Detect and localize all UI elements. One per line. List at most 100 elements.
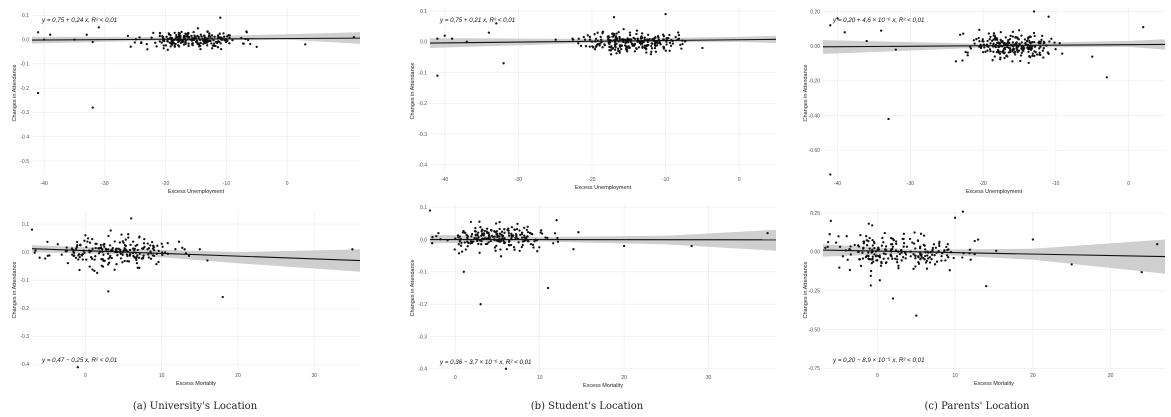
data-point <box>486 242 489 246</box>
data-point <box>127 233 130 236</box>
data-point <box>1004 36 1007 39</box>
data-point <box>889 248 893 252</box>
data-point <box>1038 47 1041 50</box>
data-point <box>913 231 916 234</box>
data-point <box>181 246 184 249</box>
data-point <box>846 258 849 261</box>
data-point <box>495 230 498 233</box>
data-point <box>918 246 922 250</box>
data-point <box>163 39 166 43</box>
data-point <box>681 42 684 46</box>
data-point <box>633 37 637 41</box>
data-point <box>996 48 1000 52</box>
data-point <box>981 38 984 41</box>
data-point <box>616 38 619 42</box>
x-tick-label: 0 <box>1127 181 1130 187</box>
data-point <box>843 31 846 34</box>
data-point <box>109 229 112 232</box>
data-point <box>654 50 658 53</box>
y-tick-label: 0.20 <box>810 9 820 15</box>
data-point <box>514 236 517 240</box>
data-point <box>204 39 208 42</box>
data-point <box>74 256 78 259</box>
data-point <box>456 234 460 237</box>
chart-b-bottom: 0 10 20 30 0.1 0.0 -0.1 -0.2 -0.3 -0.4 Excess Mort… <box>402 198 780 392</box>
data-point <box>1006 43 1009 46</box>
data-point <box>499 248 502 251</box>
data-point <box>465 233 468 237</box>
chart-a-bottom: 0 10 20 30 0.1 0.0 -0.1 -0.2 -0.3 -0.4 Excess Mort… <box>4 204 364 390</box>
data-point <box>133 247 136 250</box>
data-point <box>155 45 158 48</box>
data-point <box>944 259 947 262</box>
data-point <box>954 60 958 63</box>
data-point <box>650 47 654 50</box>
data-point <box>141 247 145 250</box>
data-point <box>631 43 634 46</box>
data-point <box>191 43 194 47</box>
data-point <box>517 241 520 244</box>
data-point <box>1032 10 1036 13</box>
data-point <box>34 249 37 252</box>
data-point <box>184 32 187 35</box>
data-point <box>435 234 438 238</box>
data-point <box>1054 48 1057 51</box>
data-point <box>1041 34 1044 38</box>
x-tick-label: 0 <box>738 177 741 183</box>
data-point <box>859 233 862 237</box>
data-point <box>834 241 838 244</box>
data-point <box>644 47 648 50</box>
data-point <box>130 217 133 220</box>
data-point <box>679 43 682 47</box>
data-point <box>503 231 506 234</box>
data-point <box>619 44 622 47</box>
data-point <box>931 248 934 252</box>
data-point <box>914 257 917 260</box>
data-point <box>477 231 480 234</box>
data-point <box>656 41 659 45</box>
data-point <box>940 254 943 258</box>
data-point <box>142 242 146 245</box>
data-point <box>997 42 1000 45</box>
data-point <box>192 30 195 34</box>
data-point <box>865 244 869 247</box>
data-point <box>866 254 869 257</box>
data-point <box>83 239 86 242</box>
data-point <box>44 257 47 260</box>
data-point <box>177 39 181 43</box>
data-point <box>138 266 141 269</box>
data-point <box>158 32 162 35</box>
data-point <box>894 48 897 51</box>
data-point <box>526 235 529 238</box>
x-tick-label: 20 <box>1030 373 1036 379</box>
data-point <box>134 244 137 248</box>
x-tick-label: -30 <box>907 181 914 187</box>
data-point <box>526 225 529 228</box>
data-point <box>470 233 474 236</box>
data-point <box>668 49 671 52</box>
data-point <box>123 259 126 263</box>
data-point <box>873 253 876 256</box>
data-point <box>500 234 504 237</box>
data-point <box>536 250 539 253</box>
data-point <box>617 31 620 34</box>
data-point <box>677 31 680 34</box>
data-point <box>210 34 214 37</box>
data-point <box>70 247 74 250</box>
data-point <box>928 256 932 259</box>
data-point <box>175 34 178 37</box>
data-point <box>1042 56 1045 59</box>
data-point <box>91 237 94 241</box>
confidence-band <box>823 239 1165 274</box>
data-point <box>900 248 903 252</box>
data-point <box>518 229 521 232</box>
data-point <box>208 35 212 38</box>
data-point <box>871 248 874 251</box>
data-point <box>206 259 209 262</box>
data-point <box>1033 34 1036 38</box>
data-point <box>881 236 884 240</box>
data-point <box>961 59 964 62</box>
data-point <box>231 38 234 42</box>
data-point <box>193 34 196 37</box>
data-point <box>877 246 880 249</box>
